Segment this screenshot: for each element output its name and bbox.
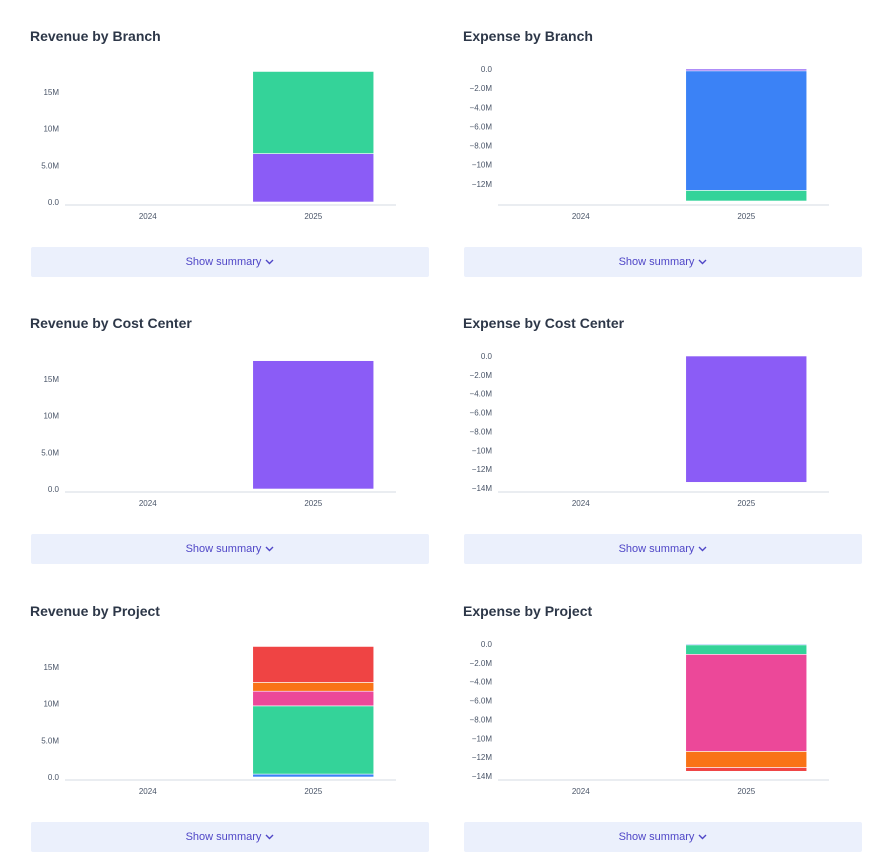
x-tick-label: 2025 [737,212,755,221]
bar-segment [252,360,375,490]
y-tick-label: 10M [43,412,59,421]
y-tick-label: −6.0M [470,697,493,706]
show-summary-label: Show summary [185,256,262,268]
y-tick-label: 5.0M [41,161,59,170]
show-summary-button[interactable]: Show summary [31,534,429,564]
bar-segment [685,654,808,752]
y-tick-label: −10M [472,734,493,743]
chart-title: Revenue by Cost Center [30,315,192,331]
y-tick-label: 0.0 [48,485,60,494]
y-tick-label: −2.0M [470,84,493,93]
chart-expense-by-branch: 0.0 −2.0M −4.0M −6.0M −8.0M −10M −12M 2024 2025 [470,65,829,221]
bar-segment [252,71,375,154]
y-tick-label: 0.0 [48,773,60,782]
y-tick-label: −4.0M [470,390,493,399]
bar-segment [252,773,375,778]
x-tick-label: 2025 [304,499,322,508]
y-tick-label: −14M [472,772,493,781]
y-tick-label: −12M [472,753,493,762]
show-summary-label: Show summary [185,831,262,843]
y-tick-label: 0.0 [48,198,60,207]
y-tick-label: −14M [472,484,493,493]
show-summary-button[interactable]: Show summary [31,822,429,852]
chart-revenue-by-project: 0.0 5.0M 10M 15M 2024 2025 [41,646,396,796]
y-tick-label: 0.0 [481,65,493,74]
chart-title: Revenue by Project [30,603,160,619]
bar-segment [252,646,375,683]
x-tick-label: 2024 [572,787,590,796]
x-tick-label: 2024 [139,212,157,221]
y-tick-label: −6.0M [470,409,493,418]
show-summary-button[interactable]: Show summary [31,247,429,277]
chart-title: Expense by Cost Center [463,315,625,331]
y-tick-label: −6.0M [470,122,493,131]
chevron-down-icon [698,543,707,555]
y-tick-label: −8.0M [470,142,493,151]
bar-segment [252,682,375,692]
bar-segment [252,690,375,707]
bar-segment [252,153,375,203]
y-tick-label: −8.0M [470,715,493,724]
y-tick-label: 5.0M [41,448,59,457]
chart-expense-by-project: 0.0 −2.0M −4.0M −6.0M −8.0M −10M −12M −14M 2024 2… [470,640,829,796]
x-tick-label: 2025 [737,499,755,508]
y-tick-label: −2.0M [470,371,493,380]
x-tick-label: 2024 [139,499,157,508]
y-tick-label: 10M [43,125,59,134]
show-summary-label: Show summary [185,543,262,555]
y-tick-label: −4.0M [470,678,493,687]
show-summary-button[interactable]: Show summary [464,534,862,564]
x-tick-label: 2025 [304,212,322,221]
show-summary-label: Show summary [618,256,695,268]
bar-segment [685,767,808,772]
chevron-down-icon [265,831,274,843]
show-summary-label: Show summary [618,831,695,843]
show-summary-button[interactable]: Show summary [464,247,862,277]
chart-title: Expense by Project [463,603,593,619]
y-tick-label: −10M [472,161,493,170]
chevron-down-icon [265,543,274,555]
y-tick-label: −12M [472,465,493,474]
y-tick-label: −10M [472,446,493,455]
y-tick-label: −2.0M [470,659,493,668]
y-tick-label: 15M [43,375,59,384]
bar-segment [685,355,808,483]
chart-expense-by-cost-center: 0.0 −2.0M −4.0M −6.0M −8.0M −10M −12M −14M 2024 2… [470,352,829,508]
x-tick-label: 2024 [572,499,590,508]
show-summary-label: Show summary [618,543,695,555]
chart-revenue-by-branch: 0.0 5.0M 10M 15M 2024 2025 [41,71,396,221]
bar-segment [685,70,808,191]
y-tick-label: 5.0M [41,736,59,745]
chart-title: Expense by Branch [463,28,593,44]
bar-segment [685,751,808,768]
x-tick-label: 2025 [304,787,322,796]
chevron-down-icon [698,256,707,268]
y-tick-label: 0.0 [481,640,493,649]
bar-segment [685,190,808,202]
bar-segment [685,644,808,655]
x-tick-label: 2024 [572,212,590,221]
chevron-down-icon [698,831,707,843]
chart-revenue-by-cost-center: 0.0 5.0M 10M 15M 2024 2025 [41,360,396,508]
y-tick-label: −12M [472,180,493,189]
y-tick-label: −4.0M [470,103,493,112]
y-tick-label: 15M [43,663,59,672]
y-tick-label: 0.0 [481,352,493,361]
y-tick-label: −8.0M [470,427,493,436]
y-tick-label: 15M [43,88,59,97]
bar-segment [252,705,375,775]
x-tick-label: 2025 [737,787,755,796]
y-tick-label: 10M [43,700,59,709]
chevron-down-icon [265,256,274,268]
show-summary-button[interactable]: Show summary [464,822,862,852]
x-tick-label: 2024 [139,787,157,796]
chart-title: Revenue by Branch [30,28,161,44]
